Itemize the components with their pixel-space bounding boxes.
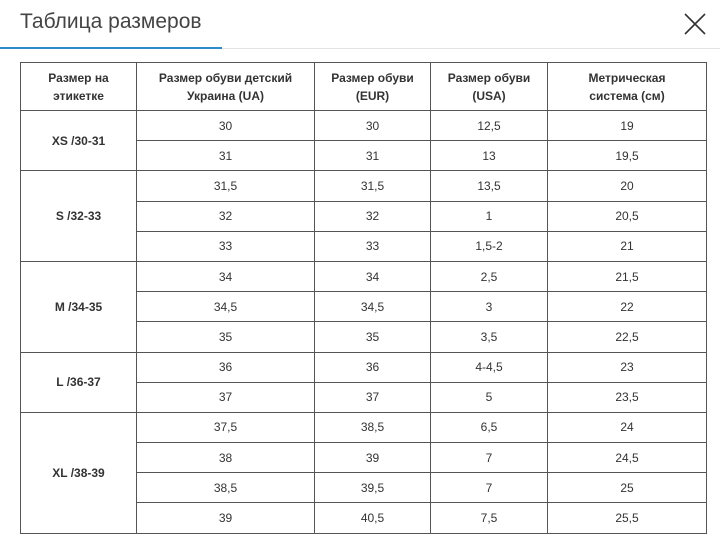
table-cell: 34,5	[136, 291, 315, 323]
table-row: M /34-35 34 34 2,5 21,5	[20, 260, 707, 353]
table-cell: 22	[547, 291, 707, 323]
size-table: Размер на этикетке Размер обуви детский У…	[20, 62, 707, 534]
table-cell: 32	[314, 200, 431, 232]
table-cell: 37	[136, 381, 315, 413]
table-row: 35 35 3,5 22,5	[21, 321, 707, 353]
table-cell: 36	[136, 351, 315, 383]
table-cell: 7	[430, 442, 548, 474]
table-cell: 31	[314, 140, 431, 172]
table-cell: 20,5	[547, 200, 707, 232]
table-cell: 6,5	[430, 411, 548, 444]
table-cell: 3,5	[430, 321, 548, 353]
table-cell: 36	[314, 351, 431, 383]
table-cell: 4-4,5	[430, 351, 548, 383]
close-button[interactable]	[683, 12, 707, 36]
table-row: XL /38-39 37,5 38,5 6,5 24	[20, 411, 707, 534]
table-cell: 33	[136, 230, 315, 262]
table-cell: 1,5-2	[430, 230, 548, 262]
table-cell: 12,5	[430, 109, 548, 142]
table-cell: 5	[430, 381, 548, 413]
table-cell: 34,5	[314, 291, 431, 323]
header-row: Размер на этикетке Размер обуви детский У…	[20, 62, 707, 111]
table-cell: 23	[547, 351, 707, 383]
size-label: M /34-35	[20, 260, 137, 353]
table-cell: 13,5	[430, 170, 548, 202]
size-label: XL /38-39	[20, 411, 137, 534]
table-cell: 7	[430, 472, 548, 504]
table-cell: 30	[136, 109, 315, 142]
column-header: Размер обуви (EUR)	[314, 62, 431, 111]
table-cell: 22,5	[547, 321, 707, 353]
table-cell: 30	[314, 109, 431, 142]
table-cell: 13	[430, 140, 548, 172]
table-cell: 20	[547, 170, 707, 202]
table-cell: 7,5	[430, 502, 548, 534]
modal-title: Таблица размеров	[20, 10, 202, 33]
table-cell: 23,5	[547, 381, 707, 413]
table-body: XS /30-31 30 30 12,5 19 31 31 13 19,5 S /32-33 31,…	[20, 109, 707, 534]
table-cell: 32	[136, 200, 315, 232]
table-row: XS /30-31 30 30 12,5 19	[20, 109, 707, 172]
table-row: L /36-37 36 36 4-4,5 23	[20, 351, 707, 413]
table-cell: 1	[430, 200, 548, 232]
table-cell: 24	[547, 411, 707, 444]
table-row: 39 40,5 7,5 25,5	[21, 502, 707, 534]
column-header: Метрическая система (см)	[547, 62, 707, 111]
column-header: Размер на этикетке	[20, 62, 137, 111]
table-cell: 35	[136, 321, 315, 353]
table-cell: 21,5	[547, 260, 707, 293]
table-cell: 38,5	[136, 472, 315, 504]
column-header: Размер обуви детский Украина (UA)	[136, 62, 315, 111]
table-cell: 31,5	[314, 170, 431, 202]
table-row: 33 33 1,5-2 21	[21, 230, 707, 262]
table-cell: 31	[136, 140, 315, 172]
table-row: 31 31 13 19,5	[21, 140, 707, 172]
size-label: L /36-37	[20, 351, 137, 413]
table-cell: 19	[547, 109, 707, 142]
table-cell: 31,5	[136, 170, 315, 202]
table-cell: 25	[547, 472, 707, 504]
table-row: 34,5 34,5 3 22	[21, 291, 707, 323]
table-cell: 39	[136, 502, 315, 534]
table-cell: 25,5	[547, 502, 707, 534]
table-cell: 37,5	[136, 411, 315, 444]
tab-underline	[0, 47, 222, 49]
table-cell: 34	[314, 260, 431, 293]
table-cell: 39,5	[314, 472, 431, 504]
size-label: S /32-33	[20, 170, 137, 262]
table-cell: 33	[314, 230, 431, 262]
table-cell: 35	[314, 321, 431, 353]
table-cell: 37	[314, 381, 431, 413]
table-cell: 19,5	[547, 140, 707, 172]
table-row: S /32-33 31,5 31,5 13,5 20	[20, 170, 707, 262]
table-cell: 24,5	[547, 442, 707, 474]
table-cell: 21	[547, 230, 707, 262]
table-cell: 34	[136, 260, 315, 293]
size-label: XS /30-31	[20, 109, 137, 172]
table-cell: 38,5	[314, 411, 431, 444]
table-cell: 39	[314, 442, 431, 474]
table-cell: 2,5	[430, 260, 548, 293]
table-cell: 40,5	[314, 502, 431, 534]
divider	[0, 48, 720, 49]
column-header: Размер обуви (USA)	[430, 62, 548, 111]
table-row: 32 32 1 20,5	[21, 200, 707, 232]
table-row: 38 39 7 24,5	[21, 442, 707, 474]
table-cell: 3	[430, 291, 548, 323]
table-cell: 38	[136, 442, 315, 474]
